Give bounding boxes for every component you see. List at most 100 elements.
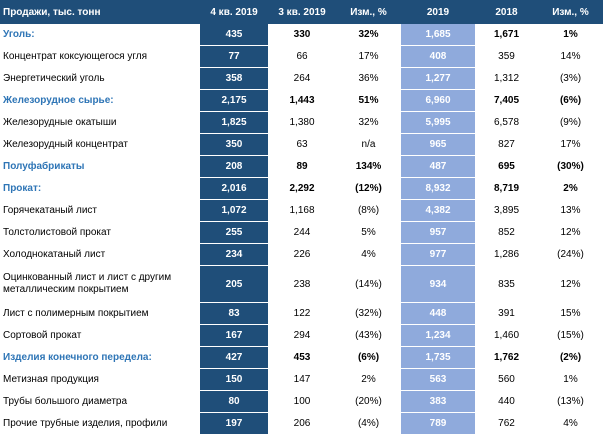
row-label: Железорудное сырье: — [0, 89, 200, 112]
cell-q4-2019: 167 — [200, 324, 268, 347]
table-row: Толстолистовой прокат 255 244 5% 957 852 12% — [0, 221, 603, 244]
table-row: Холоднокатаный лист 234 226 4% 977 1,286 (24%) — [0, 243, 603, 266]
cell-q4-2019: 350 — [200, 133, 268, 156]
cell-q4-2019: 80 — [200, 390, 268, 413]
table-row: Трубы большого диаметра 80 100 (20%) 383 440(… — [0, 390, 603, 413]
cell-q4-2019: 150 — [200, 368, 268, 391]
header-year-2019: 2019 — [401, 0, 475, 24]
cell-year-2019: 6,960 — [401, 89, 475, 112]
header-change-year: Изм., % — [538, 0, 603, 24]
table-row: Оцинкованный лист и лист с другим металл… — [0, 265, 603, 303]
cell-year-2018: 1,671 — [475, 24, 538, 46]
header-change-quarter: Изм., % — [336, 0, 401, 24]
table-header-row: Продажи, тыс. тонн 4 кв. 2019 3 кв. 2019… — [0, 0, 603, 24]
header-q3-2019: 3 кв. 2019 — [268, 0, 336, 24]
cell-q3-2019: 244 — [268, 221, 336, 244]
header-year-2018: 2018 — [475, 0, 538, 24]
cell-change-quarter: (6%) — [336, 346, 401, 369]
cell-q4-2019: 208 — [200, 155, 268, 178]
cell-change-year: (30%) — [538, 155, 603, 178]
cell-q3-2019: 63 — [268, 133, 336, 156]
cell-change-year: (3%) — [538, 67, 603, 90]
row-label: Трубы большого диаметра — [0, 390, 200, 413]
category-row: Прокат: 2,016 2,292 (12%) 8,932 8,719 2% — [0, 177, 603, 200]
cell-q3-2019: 66 — [268, 45, 336, 68]
cell-change-quarter: (8%) — [336, 199, 401, 222]
cell-q4-2019: 427 — [200, 346, 268, 369]
cell-q4-2019: 358 — [200, 67, 268, 90]
cell-change-quarter: 4% — [336, 243, 401, 266]
cell-q3-2019: 226 — [268, 243, 336, 266]
cell-change-quarter: 2% — [336, 368, 401, 391]
row-label: Прокат: — [0, 177, 200, 200]
cell-q3-2019: 453 — [268, 346, 336, 369]
cell-year-2018: 560 — [475, 368, 538, 391]
cell-year-2018: 1,762 — [475, 346, 538, 369]
cell-year-2019: 487 — [401, 155, 475, 178]
table-body: Уголь: 435 330 32% 1,685 1,671 1% Концентрат ко… — [0, 24, 603, 435]
cell-year-2018: 440 — [475, 390, 538, 413]
category-row: Уголь: 435 330 32% 1,685 1,671 1% — [0, 24, 603, 46]
category-row: Железорудное сырье: 2,175 1,443 51% 6,960 7,4… — [0, 89, 603, 112]
cell-q4-2019: 2,175 — [200, 89, 268, 112]
cell-q3-2019: 1,168 — [268, 199, 336, 222]
cell-q3-2019: 294 — [268, 324, 336, 347]
cell-change-year: 2% — [538, 177, 603, 200]
table-row: Горячекатаный лист 1,072 1,168 (8%) 4,382 3,8… — [0, 199, 603, 222]
cell-year-2018: 827 — [475, 133, 538, 156]
cell-change-quarter: (43%) — [336, 324, 401, 347]
cell-year-2019: 1,234 — [401, 324, 475, 347]
cell-change-year: (2%) — [538, 346, 603, 369]
category-row: Изделия конечного передела: 427 453 (6%) 1,7… — [0, 346, 603, 369]
cell-q4-2019: 83 — [200, 302, 268, 325]
row-label: Концентрат коксующегося угля — [0, 45, 200, 68]
cell-year-2019: 563 — [401, 368, 475, 391]
cell-change-year: 13% — [538, 199, 603, 222]
header-q4-2019: 4 кв. 2019 — [200, 0, 268, 24]
cell-change-quarter: 5% — [336, 221, 401, 244]
cell-year-2018: 8,719 — [475, 177, 538, 200]
cell-q4-2019: 435 — [200, 24, 268, 46]
cell-change-quarter: (12%) — [336, 177, 401, 200]
cell-year-2019: 4,382 — [401, 199, 475, 222]
cell-year-2019: 934 — [401, 265, 475, 303]
cell-year-2019: 448 — [401, 302, 475, 325]
cell-q4-2019: 2,016 — [200, 177, 268, 200]
cell-year-2019: 965 — [401, 133, 475, 156]
cell-q3-2019: 238 — [268, 265, 336, 303]
cell-year-2019: 1,735 — [401, 346, 475, 369]
row-label: Изделия конечного передела: — [0, 346, 200, 369]
cell-change-quarter: 32% — [336, 111, 401, 134]
row-label: Уголь: — [0, 24, 200, 46]
cell-q4-2019: 255 — [200, 221, 268, 244]
cell-year-2019: 5,995 — [401, 111, 475, 134]
cell-year-2019: 1,685 — [401, 24, 475, 46]
cell-q3-2019: 122 — [268, 302, 336, 325]
table-row: Железорудные окатыши 1,825 1,380 32% 5,995 6,… — [0, 111, 603, 134]
row-label: Метизная продукция — [0, 368, 200, 391]
cell-change-quarter: 32% — [336, 24, 401, 46]
cell-q4-2019: 77 — [200, 45, 268, 68]
cell-change-year: (24%) — [538, 243, 603, 266]
row-label: Холоднокатаный лист — [0, 243, 200, 266]
cell-year-2018: 391 — [475, 302, 538, 325]
cell-year-2018: 1,460 — [475, 324, 538, 347]
cell-change-year: (6%) — [538, 89, 603, 112]
cell-change-quarter: 51% — [336, 89, 401, 112]
row-label: Оцинкованный лист и лист с другим металл… — [0, 265, 200, 303]
cell-change-year: 12% — [538, 265, 603, 303]
cell-change-year: (13%) — [538, 390, 603, 413]
cell-year-2018: 1,312 — [475, 67, 538, 90]
cell-year-2019: 957 — [401, 221, 475, 244]
cell-year-2018: 7,405 — [475, 89, 538, 112]
cell-q3-2019: 147 — [268, 368, 336, 391]
cell-q3-2019: 2,292 — [268, 177, 336, 200]
cell-change-quarter: 134% — [336, 155, 401, 178]
cell-q4-2019: 234 — [200, 243, 268, 266]
cell-year-2018: 835 — [475, 265, 538, 303]
table-row: Железорудный концентрат 350 63 n/a 965 827 17% — [0, 133, 603, 156]
header-sales-label: Продажи, тыс. тонн — [0, 0, 200, 24]
cell-year-2019: 8,932 — [401, 177, 475, 200]
cell-year-2018: 695 — [475, 155, 538, 178]
